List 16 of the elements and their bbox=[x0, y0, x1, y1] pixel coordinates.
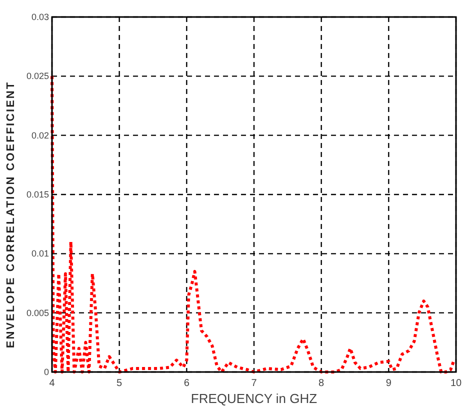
y-tick-label: 0.015 bbox=[26, 190, 49, 200]
x-tick-label: 4 bbox=[49, 378, 56, 389]
y-tick-label: 0.03 bbox=[31, 12, 49, 22]
y-tick-label: 0.02 bbox=[31, 130, 49, 140]
x-tick-label: 5 bbox=[116, 378, 123, 389]
x-axis-title: FREQUENCY in GHZ bbox=[190, 391, 318, 406]
y-tick-label: 0 bbox=[44, 367, 49, 377]
x-tick-label: 9 bbox=[386, 378, 392, 389]
y-tick-label: 0.01 bbox=[31, 248, 49, 259]
y-tick-label: 0.005 bbox=[26, 308, 49, 318]
x-tick-label: 10 bbox=[450, 378, 462, 389]
x-tick-label: 7 bbox=[251, 378, 258, 389]
y-axis-title: ENVELOPE CORRELATION COEFFICIENT bbox=[5, 80, 17, 348]
x-tick-label: 6 bbox=[184, 378, 190, 389]
x-tick-label: 8 bbox=[318, 378, 325, 389]
y-tick-label: 0.025 bbox=[26, 71, 49, 82]
